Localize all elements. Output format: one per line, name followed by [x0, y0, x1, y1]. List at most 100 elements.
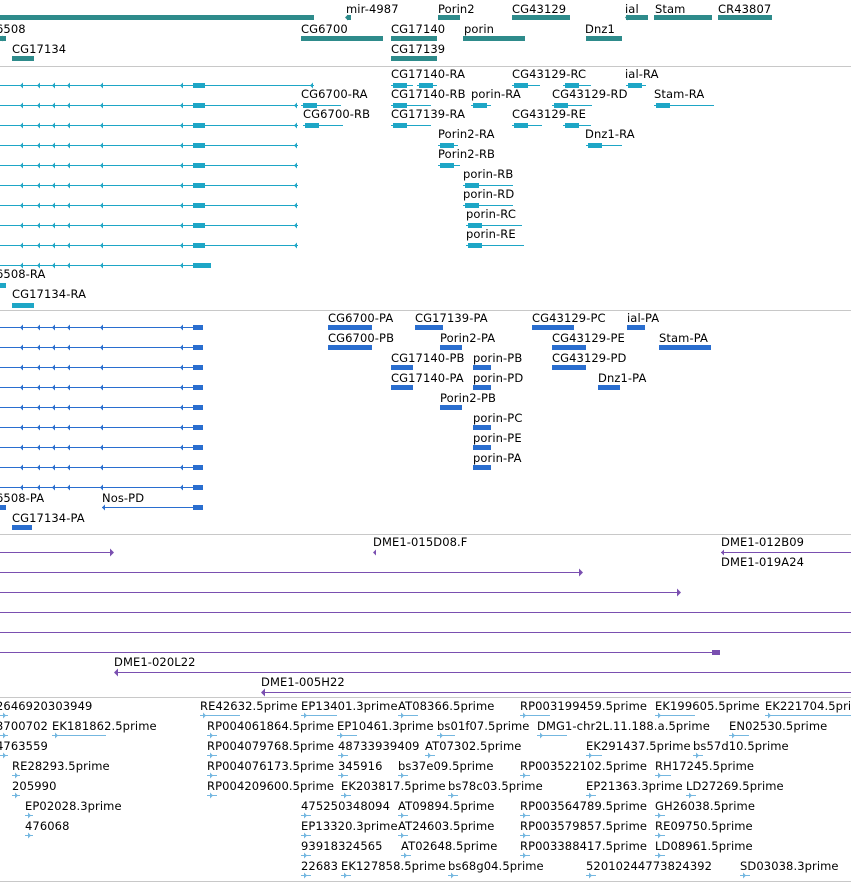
- strand-arrow[interactable]: [100, 404, 103, 411]
- clone-label[interactable]: DME1-019A24: [721, 555, 805, 569]
- transcript-exon[interactable]: [465, 203, 479, 208]
- strand-arrow[interactable]: [20, 464, 23, 471]
- strand-arrow[interactable]: [100, 424, 103, 431]
- est-arrow[interactable]: [523, 812, 526, 819]
- gene-bar[interactable]: [586, 36, 622, 41]
- protein-label[interactable]: Porin2-PA: [440, 331, 496, 345]
- est-arrow[interactable]: [743, 872, 746, 879]
- strand-arrow[interactable]: [20, 182, 23, 189]
- est-label[interactable]: RP004079768.5prime: [207, 739, 335, 753]
- transcript-label[interactable]: CG43129-RE: [512, 107, 586, 121]
- transcript-label[interactable]: CG43129-RC: [512, 67, 587, 81]
- transcript-exon[interactable]: [514, 83, 528, 88]
- gene-label-stam[interactable]: Stam: [655, 2, 686, 16]
- protein-exon[interactable]: [193, 445, 203, 450]
- gene-bar[interactable]: [301, 36, 383, 41]
- transcript-exon[interactable]: [473, 103, 487, 108]
- est-arrow[interactable]: [589, 752, 592, 759]
- gene-label-cg6700[interactable]: CG6700: [301, 22, 348, 36]
- est-label[interactable]: 345916: [338, 759, 383, 773]
- strand-arrow[interactable]: [180, 364, 183, 371]
- protein-exon[interactable]: [552, 345, 586, 350]
- est-arrow[interactable]: [210, 792, 213, 799]
- protein-label[interactable]: Nos-PD: [102, 491, 145, 505]
- protein-label[interactable]: porin-PC: [473, 411, 523, 425]
- strand-arrow[interactable]: [37, 324, 40, 331]
- est-arrow[interactable]: [540, 732, 543, 739]
- protein-exon[interactable]: [598, 385, 620, 390]
- strand-arrow[interactable]: [0, 35, 3, 42]
- strand-arrow[interactable]: [100, 484, 103, 491]
- est-label[interactable]: 3700702: [0, 719, 48, 733]
- transcript-exon[interactable]: [393, 103, 407, 108]
- est-label[interactable]: bs01f07.5prime: [437, 719, 530, 733]
- transcript-exon[interactable]: [554, 103, 568, 108]
- strand-arrow[interactable]: [67, 384, 70, 391]
- protein-exon[interactable]: [328, 345, 372, 350]
- transcript-label[interactable]: Porin2-RA: [438, 127, 495, 141]
- strand-arrow[interactable]: [67, 182, 70, 189]
- strand-arrow[interactable]: [20, 202, 23, 209]
- strand-arrow[interactable]: [67, 344, 70, 351]
- strand-arrow[interactable]: [20, 142, 23, 149]
- strand-arrow[interactable]: [52, 464, 55, 471]
- est-label[interactable]: 52010244773824392: [586, 859, 713, 873]
- strand-arrow[interactable]: [37, 162, 40, 169]
- transcript-label[interactable]: CG17140-RB: [391, 87, 466, 101]
- est-arrow[interactable]: [658, 772, 661, 779]
- est-arrow[interactable]: [401, 712, 404, 719]
- strand-arrow[interactable]: [67, 404, 70, 411]
- est-label[interactable]: LD27269.5prime: [686, 779, 784, 793]
- protein-label[interactable]: porin-PD: [473, 371, 524, 385]
- protein-exon[interactable]: [473, 365, 491, 370]
- protein-label[interactable]: CG17140-PA: [391, 371, 464, 385]
- strand-arrow[interactable]: [37, 464, 40, 471]
- gene-bar[interactable]: [391, 36, 437, 41]
- protein-label[interactable]: porin-PB: [473, 351, 523, 365]
- strand-arrow[interactable]: [52, 484, 55, 491]
- est-arrow[interactable]: [523, 852, 526, 859]
- strand-arrow[interactable]: [37, 364, 40, 371]
- gene-label-porin2[interactable]: Porin2: [438, 2, 475, 16]
- est-label[interactable]: 205990: [12, 779, 57, 793]
- strand-arrow[interactable]: [20, 82, 23, 89]
- transcript-exon[interactable]: [193, 143, 205, 148]
- transcript-exon[interactable]: [440, 143, 454, 148]
- gene-label-cg43129[interactable]: CG43129: [512, 2, 567, 16]
- est-label[interactable]: EP21363.3prime: [586, 779, 683, 793]
- protein-exon[interactable]: [473, 445, 491, 450]
- strand-arrow[interactable]: [180, 82, 183, 89]
- protein-exon[interactable]: [473, 465, 491, 470]
- strand-arrow[interactable]: [67, 424, 70, 431]
- strand-arrow[interactable]: [37, 202, 40, 209]
- strand-arrow[interactable]: [52, 182, 55, 189]
- strand-arrow[interactable]: [37, 242, 40, 249]
- est-label[interactable]: RP003388417.5prime: [520, 839, 648, 853]
- est-arrow[interactable]: [658, 832, 661, 839]
- strand-arrow[interactable]: [52, 424, 55, 431]
- clone-label[interactable]: DME1-012B09: [721, 535, 805, 549]
- transcript-exon[interactable]: [305, 123, 319, 128]
- strand-arrow[interactable]: [20, 162, 23, 169]
- est-label[interactable]: EK127858.5prime: [341, 859, 446, 873]
- transcript-label[interactable]: porin-RB: [463, 167, 514, 181]
- transcript-exon[interactable]: [0, 283, 6, 288]
- est-arrow[interactable]: [401, 812, 404, 819]
- gene-bar[interactable]: [0, 15, 314, 20]
- transcript-exon[interactable]: [468, 243, 482, 248]
- est-arrow[interactable]: [210, 752, 213, 759]
- protein-exon[interactable]: [328, 325, 372, 330]
- strand-arrow[interactable]: [180, 404, 183, 411]
- est-label[interactable]: RE09750.5prime: [655, 819, 753, 833]
- est-label[interactable]: AT02648.5prime: [401, 839, 498, 853]
- strand-arrow[interactable]: [67, 142, 70, 149]
- gene-label-cg17139[interactable]: CG17139: [391, 42, 446, 56]
- protein-label[interactable]: CG17139-PA: [415, 311, 488, 325]
- gene-label-dnz1[interactable]: Dnz1: [585, 22, 615, 36]
- strand-arrow[interactable]: [52, 122, 55, 129]
- protein-exon[interactable]: [552, 365, 586, 370]
- clone-label[interactable]: DME1-020L22: [114, 655, 196, 669]
- strand-arrow[interactable]: [294, 222, 297, 229]
- est-arrow[interactable]: [658, 852, 661, 859]
- strand-arrow[interactable]: [20, 344, 23, 351]
